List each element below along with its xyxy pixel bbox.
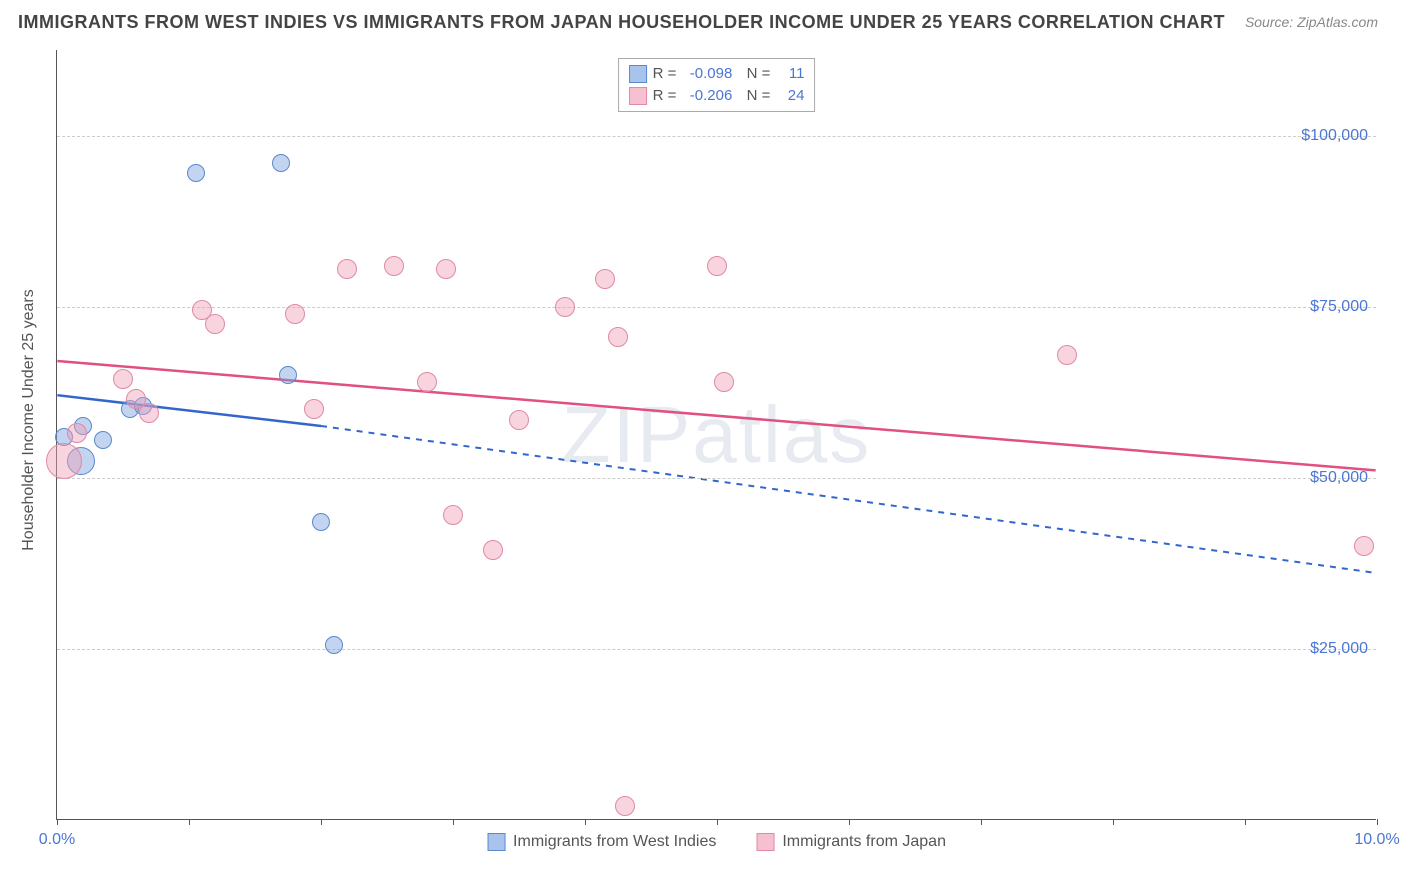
x-tick	[453, 819, 454, 825]
x-tick-label: 0.0%	[39, 831, 75, 849]
scatter-point-west_indies	[325, 636, 343, 654]
x-tick	[585, 819, 586, 825]
y-tick-label: $100,000	[1301, 127, 1368, 145]
n-label: N =	[738, 85, 770, 107]
scatter-point-japan	[595, 269, 615, 289]
scatter-point-japan	[509, 410, 529, 430]
scatter-point-japan	[46, 443, 82, 479]
x-tick	[189, 819, 190, 825]
scatter-point-japan	[608, 327, 628, 347]
r-label: R =	[653, 63, 677, 85]
scatter-point-japan	[113, 369, 133, 389]
x-tick	[981, 819, 982, 825]
x-tick-label: 10.0%	[1354, 831, 1399, 849]
n-label: N =	[738, 63, 770, 85]
scatter-point-japan	[555, 297, 575, 317]
x-tick	[1245, 819, 1246, 825]
stat-row-west_indies: R =-0.098 N = 11	[629, 63, 805, 85]
gridline	[57, 307, 1376, 308]
scatter-point-japan	[714, 372, 734, 392]
scatter-point-west_indies	[312, 513, 330, 531]
scatter-point-japan	[417, 372, 437, 392]
scatter-point-japan	[436, 259, 456, 279]
legend-entry-west_indies: Immigrants from West Indies	[487, 833, 716, 851]
x-tick	[717, 819, 718, 825]
watermark-text: ZIPatlas	[562, 389, 871, 481]
x-tick	[1377, 819, 1378, 825]
scatter-point-japan	[483, 540, 503, 560]
y-tick-label: $75,000	[1310, 298, 1368, 316]
legend-entry-japan: Immigrants from Japan	[756, 833, 946, 851]
gridline	[57, 478, 1376, 479]
scatter-point-japan	[707, 256, 727, 276]
x-tick	[1113, 819, 1114, 825]
stat-row-japan: R =-0.206 N = 24	[629, 85, 805, 107]
scatter-point-japan	[285, 304, 305, 324]
swatch-west_indies	[629, 65, 647, 83]
scatter-point-japan	[384, 256, 404, 276]
scatter-point-japan	[139, 403, 159, 423]
swatch-japan	[629, 87, 647, 105]
chart-title: IMMIGRANTS FROM WEST INDIES VS IMMIGRANT…	[18, 12, 1225, 33]
x-tick	[849, 819, 850, 825]
legend-label: Immigrants from Japan	[782, 833, 946, 851]
x-tick	[57, 819, 58, 825]
series-legend: Immigrants from West Indies Immigrants fr…	[487, 833, 946, 851]
scatter-point-west_indies	[94, 431, 112, 449]
gridline	[57, 136, 1376, 137]
scatter-point-japan	[1057, 345, 1077, 365]
correlation-stats-legend: R =-0.098 N = 11 R =-0.206 N = 24	[618, 58, 816, 112]
scatter-point-japan	[304, 399, 324, 419]
gridline	[57, 649, 1376, 650]
y-tick-label: $25,000	[1310, 640, 1368, 658]
scatter-point-japan	[205, 314, 225, 334]
x-tick	[321, 819, 322, 825]
r-value: -0.206	[682, 85, 732, 107]
scatter-point-japan	[615, 796, 635, 816]
trend-lines-layer	[57, 50, 1376, 819]
scatter-point-west_indies	[279, 366, 297, 384]
scatter-point-japan	[443, 505, 463, 525]
plot-area: ZIPatlas R =-0.098 N =11R =-0.206 N =24 …	[56, 50, 1376, 820]
source-attribution: Source: ZipAtlas.com	[1245, 14, 1378, 30]
legend-swatch-japan	[756, 833, 774, 851]
r-label: R =	[653, 85, 677, 107]
scatter-point-japan	[337, 259, 357, 279]
scatter-point-west_indies	[272, 154, 290, 172]
scatter-point-japan	[1354, 536, 1374, 556]
y-axis-title: Householder Income Under 25 years	[20, 289, 38, 550]
n-value: 24	[776, 85, 804, 107]
trendline-west_indies	[57, 395, 321, 426]
trendline-west_indies-extrapolated	[321, 426, 1376, 573]
r-value: -0.098	[682, 63, 732, 85]
n-value: 11	[776, 63, 804, 85]
y-tick-label: $50,000	[1310, 469, 1368, 487]
legend-label: Immigrants from West Indies	[513, 833, 716, 851]
legend-swatch-west_indies	[487, 833, 505, 851]
scatter-point-west_indies	[187, 164, 205, 182]
scatter-point-japan	[67, 423, 87, 443]
